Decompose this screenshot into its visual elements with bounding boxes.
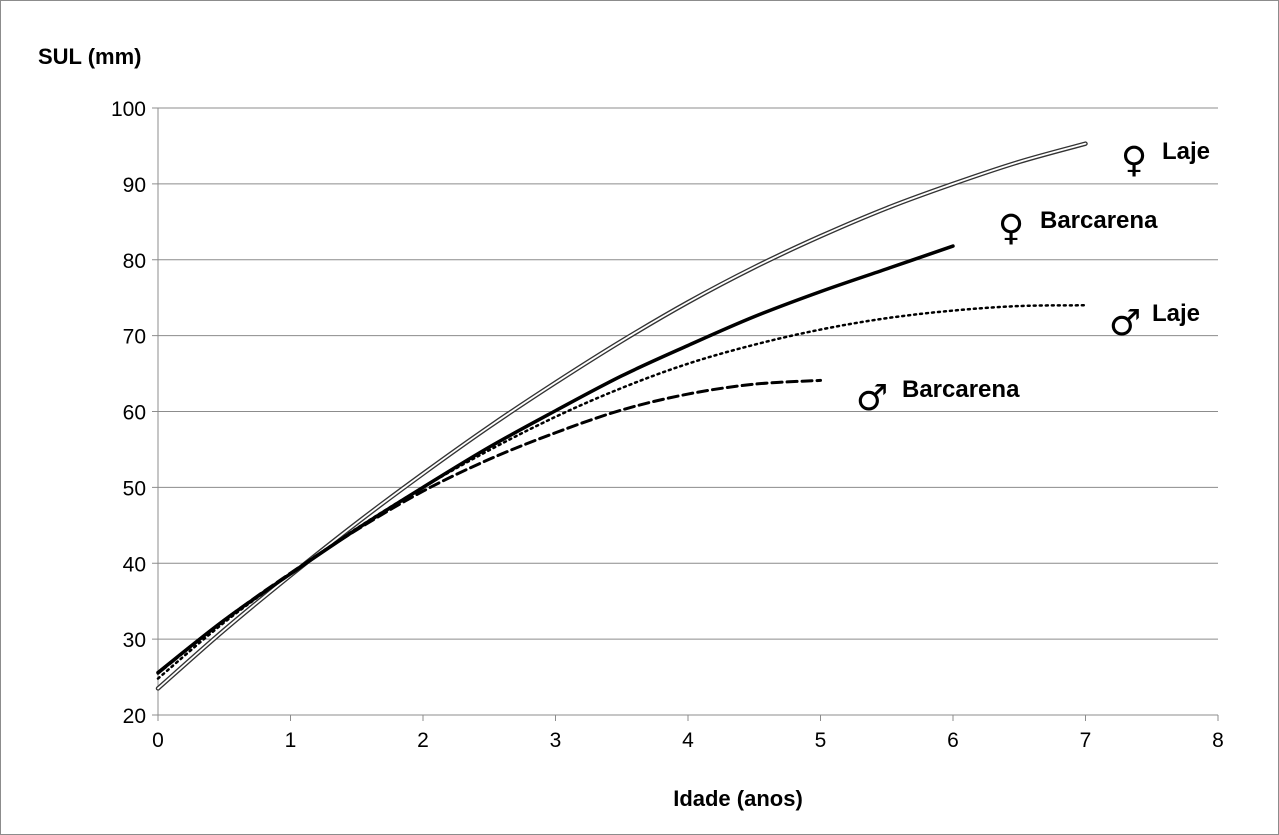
y-tick-label: 40: [123, 553, 146, 576]
series-male-barcarena-sex-symbol: ♂: [856, 378, 888, 419]
gridlines: [158, 107, 1218, 640]
series-lines: [155, 141, 1088, 691]
y-tick-label: 60: [123, 402, 146, 425]
x-tick-label: 7: [1080, 729, 1092, 752]
x-tick-label: 4: [682, 729, 694, 752]
x-tick-label: 5: [815, 729, 827, 752]
axes: 20 30 40 50 60 70 80 90 100 0 1 2 3 4 5 6 7 8: [111, 98, 1224, 752]
series-female-barcarena-label: Barcarena: [1040, 207, 1158, 234]
series-female-laje-line-inner: [157, 142, 1087, 690]
y-tick-label: 70: [123, 326, 146, 349]
y-axis-title: SUL (mm): [38, 44, 142, 69]
series-male-laje: [156, 304, 1087, 680]
x-tick-label: 8: [1212, 729, 1224, 752]
series-male-laje-line: [156, 304, 1087, 680]
series-male-barcarena-label: Barcarena: [902, 376, 1020, 403]
y-tick-label: 90: [123, 174, 146, 197]
y-tick-label: 100: [111, 98, 146, 121]
series-female-laje-sex-symbol: ♀: [1121, 140, 1147, 181]
y-tick-label: 20: [123, 705, 146, 728]
series-male-laje-sex-symbol: ♂: [1109, 303, 1141, 344]
series-male-barcarena: [156, 378, 822, 675]
series-female-laje: [155, 141, 1088, 691]
series-female-barcarena-sex-symbol: ♀: [998, 208, 1024, 249]
x-tick-label: 3: [550, 729, 562, 752]
y-tick-label: 30: [123, 629, 146, 652]
x-tick-label: 6: [947, 729, 959, 752]
x-tick-label: 1: [285, 729, 297, 752]
series-female-barcarena-line: [156, 244, 955, 675]
x-tick-label: 2: [417, 729, 429, 752]
series-labels: ♀ Laje ♀ Barcarena ♂ Laje ♂ Barcarena: [856, 138, 1210, 419]
x-tick-label: 0: [152, 729, 164, 752]
x-axis-title: Idade (anos): [673, 786, 803, 811]
series-male-barcarena-line: [156, 378, 822, 675]
y-tick-label: 50: [123, 477, 146, 500]
series-female-laje-line: [155, 141, 1088, 691]
y-tick-label: 80: [123, 250, 146, 273]
series-female-barcarena: [156, 244, 955, 675]
series-male-laje-label: Laje: [1152, 300, 1200, 327]
series-female-laje-label: Laje: [1162, 138, 1210, 165]
